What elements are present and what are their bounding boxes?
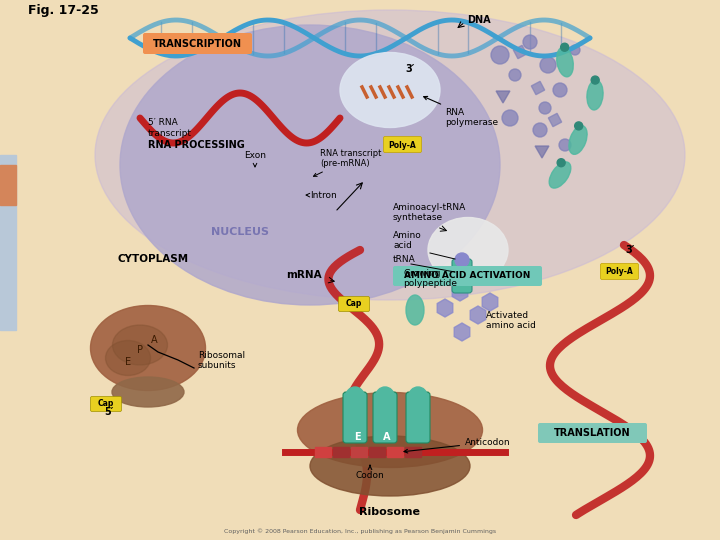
Text: 3′: 3′	[405, 64, 415, 74]
Text: Cap: Cap	[346, 300, 362, 308]
Ellipse shape	[340, 52, 440, 127]
Ellipse shape	[569, 126, 587, 154]
Text: Copyright © 2008 Pearson Education, Inc., publishing as Pearson Benjamin Cumming: Copyright © 2008 Pearson Education, Inc.…	[224, 528, 496, 534]
Ellipse shape	[91, 306, 205, 390]
Circle shape	[575, 122, 582, 130]
Text: RNA PROCESSING: RNA PROCESSING	[148, 140, 245, 150]
Text: DNA: DNA	[467, 15, 490, 25]
Circle shape	[561, 43, 569, 51]
Text: mRNA: mRNA	[287, 270, 322, 280]
Circle shape	[540, 57, 556, 73]
Text: AMINO ACID ACTIVATION: AMINO ACID ACTIVATION	[404, 272, 530, 280]
FancyBboxPatch shape	[384, 137, 421, 152]
Text: Ribosomal
subunits: Ribosomal subunits	[198, 350, 245, 370]
Text: RNA
polymerase: RNA polymerase	[423, 97, 498, 127]
Text: E: E	[354, 432, 360, 442]
Ellipse shape	[112, 325, 168, 365]
Ellipse shape	[549, 162, 571, 188]
Text: tRNA: tRNA	[393, 255, 415, 264]
Bar	[333, 447, 349, 457]
Text: Cap: Cap	[98, 400, 114, 408]
Circle shape	[346, 387, 364, 405]
Ellipse shape	[310, 436, 470, 496]
Ellipse shape	[406, 295, 424, 325]
Circle shape	[539, 102, 551, 114]
Ellipse shape	[297, 393, 482, 468]
Circle shape	[557, 159, 565, 167]
Text: 3′: 3′	[625, 245, 634, 255]
Circle shape	[491, 46, 509, 64]
Ellipse shape	[112, 377, 184, 407]
Circle shape	[591, 76, 599, 84]
Circle shape	[533, 123, 547, 137]
Circle shape	[509, 69, 521, 81]
Text: Exon: Exon	[244, 151, 266, 167]
FancyBboxPatch shape	[406, 392, 430, 443]
FancyBboxPatch shape	[373, 392, 397, 443]
Circle shape	[570, 45, 580, 55]
Text: A: A	[383, 432, 391, 442]
Text: TRANSLATION: TRANSLATION	[554, 428, 630, 438]
FancyBboxPatch shape	[393, 266, 542, 286]
Ellipse shape	[95, 10, 685, 300]
Text: Fig. 17-25: Fig. 17-25	[28, 4, 99, 17]
Text: A: A	[150, 335, 157, 345]
Text: E: E	[125, 357, 131, 367]
Text: Amino
acid: Amino acid	[393, 231, 422, 250]
Text: CYTOPLASM: CYTOPLASM	[118, 254, 189, 264]
Text: TRANSCRIPTION: TRANSCRIPTION	[153, 39, 241, 49]
Ellipse shape	[587, 80, 603, 110]
Circle shape	[553, 83, 567, 97]
Circle shape	[455, 253, 469, 267]
Text: Growing
polypeptide: Growing polypeptide	[403, 268, 457, 288]
Text: Intron: Intron	[306, 191, 337, 200]
Text: P: P	[137, 345, 143, 355]
Bar	[0, 155, 16, 330]
Circle shape	[559, 139, 571, 151]
Circle shape	[523, 35, 537, 49]
Bar	[0, 165, 16, 205]
Text: Activated
amino acid: Activated amino acid	[486, 310, 536, 330]
Bar	[387, 447, 403, 457]
Text: 5′: 5′	[104, 407, 113, 417]
FancyBboxPatch shape	[143, 33, 252, 54]
Ellipse shape	[428, 218, 508, 282]
Text: Anticodon: Anticodon	[404, 438, 510, 453]
FancyBboxPatch shape	[452, 259, 472, 293]
Bar	[315, 447, 331, 457]
Text: 5′ RNA
transcript: 5′ RNA transcript	[148, 118, 192, 138]
FancyBboxPatch shape	[343, 392, 367, 443]
Ellipse shape	[557, 47, 573, 77]
FancyBboxPatch shape	[338, 296, 369, 312]
Ellipse shape	[120, 25, 500, 305]
FancyBboxPatch shape	[91, 396, 122, 411]
Text: Codon: Codon	[356, 465, 384, 480]
Circle shape	[502, 110, 518, 126]
Circle shape	[409, 387, 427, 405]
Text: RNA transcript
(pre-mRNA): RNA transcript (pre-mRNA)	[313, 148, 382, 177]
Ellipse shape	[106, 341, 150, 375]
Bar	[405, 447, 421, 457]
FancyBboxPatch shape	[538, 423, 647, 443]
Bar	[351, 447, 367, 457]
Text: Poly-A: Poly-A	[605, 267, 633, 276]
Text: NUCLEUS: NUCLEUS	[211, 227, 269, 237]
Text: Ribosome: Ribosome	[359, 507, 420, 517]
FancyBboxPatch shape	[600, 264, 639, 280]
Bar	[369, 447, 385, 457]
Text: Aminoacyl-tRNA
synthetase: Aminoacyl-tRNA synthetase	[393, 202, 467, 222]
Circle shape	[376, 387, 394, 405]
Text: Poly-A: Poly-A	[388, 140, 416, 150]
